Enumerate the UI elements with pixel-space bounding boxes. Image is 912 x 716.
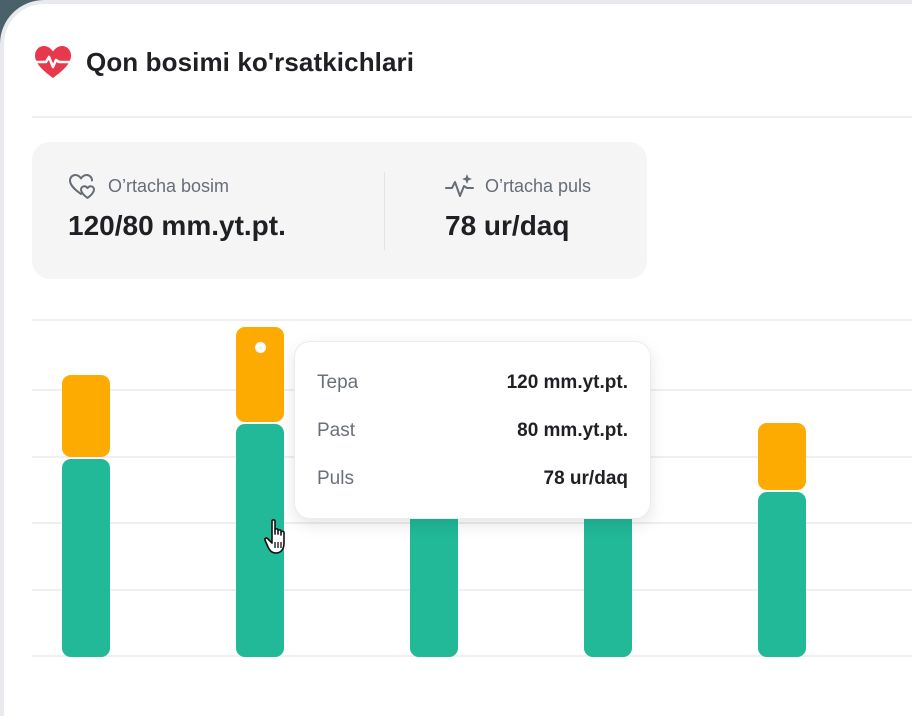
tooltip-row-pulse: Puls 78 ur/daq	[317, 468, 628, 490]
stat-label: O’rtacha bosim	[108, 175, 230, 196]
card-header: Qon bosimi ko'rsatkichlari	[34, 42, 414, 82]
tooltip-key: Puls	[317, 468, 354, 489]
bar-segment-systolic[interactable]	[62, 375, 110, 457]
hand-pointer-cursor-icon	[264, 519, 285, 554]
tooltip-key: Past	[317, 420, 356, 441]
tooltip-value: 80 mm.yt.pt.	[517, 420, 628, 441]
chart-bar-2[interactable]	[236, 327, 284, 657]
tooltip-key: Tepa	[317, 372, 359, 393]
header-divider	[32, 116, 912, 118]
stat-value: 78 ur/daq	[445, 210, 570, 241]
gridline	[32, 319, 912, 321]
gridline	[32, 522, 912, 524]
chart-bar-1[interactable]	[62, 375, 110, 657]
stats-separator	[384, 172, 385, 250]
chart-bar-5[interactable]	[758, 423, 806, 657]
chart-tooltip: Tepa 120 mm.yt.pt. Past 80 mm.yt.pt. Pul…	[294, 341, 651, 519]
tooltip-row-systolic: Tepa 120 mm.yt.pt.	[317, 372, 628, 394]
tooltip-value: 78 ur/daq	[543, 468, 628, 489]
bar-segment-diastolic[interactable]	[758, 492, 806, 657]
selected-point-marker	[255, 342, 266, 353]
stat-value: 120/80 mm.yt.pt.	[68, 210, 286, 241]
stat-average-pulse: O’rtacha puls 78 ur/daq	[445, 172, 591, 242]
gridline	[32, 589, 912, 591]
bar-segment-systolic[interactable]	[236, 327, 284, 422]
stat-label: O’rtacha puls	[485, 175, 592, 196]
bar-segment-systolic[interactable]	[758, 423, 806, 490]
tooltip-row-diastolic: Past 80 mm.yt.pt.	[317, 420, 628, 442]
hearts-icon	[68, 173, 95, 199]
heart-pulse-icon	[34, 46, 72, 78]
gridline	[32, 655, 912, 657]
card-title: Qon bosimi ko'rsatkichlari	[86, 46, 415, 77]
stats-summary: O’rtacha bosim 120/80 mm.yt.pt. O’rtacha…	[32, 142, 647, 279]
activity-sparkle-icon	[445, 174, 474, 197]
tooltip-value: 120 mm.yt.pt.	[506, 372, 628, 393]
stat-average-pressure: O’rtacha bosim 120/80 mm.yt.pt.	[68, 172, 286, 242]
bar-segment-diastolic[interactable]	[62, 459, 110, 657]
